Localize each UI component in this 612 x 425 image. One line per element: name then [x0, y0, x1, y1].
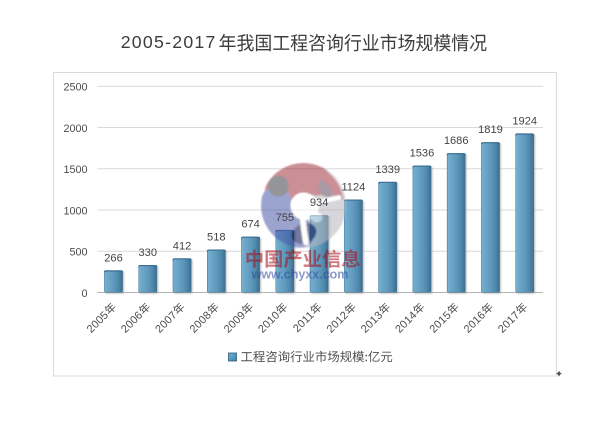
svg-text:0: 0 [81, 288, 87, 300]
svg-text:2005-2017: 2005-2017 [121, 32, 217, 52]
svg-text:934: 934 [310, 197, 329, 209]
svg-text:1124: 1124 [341, 182, 365, 194]
svg-text:1000: 1000 [63, 205, 87, 217]
svg-text:518: 518 [207, 232, 226, 244]
svg-text:1536: 1536 [410, 148, 435, 160]
svg-text:1339: 1339 [375, 164, 400, 176]
svg-text:www.chyxx.com: www.chyxx.com [251, 267, 349, 281]
svg-text:500: 500 [69, 247, 87, 259]
svg-text:1924: 1924 [512, 116, 537, 128]
svg-text:412: 412 [173, 240, 192, 252]
svg-text:1819: 1819 [478, 124, 503, 136]
svg-text:755: 755 [276, 212, 295, 224]
svg-text:674: 674 [241, 219, 260, 231]
svg-text:2500: 2500 [63, 82, 87, 94]
svg-text:330: 330 [139, 247, 158, 259]
svg-text:1500: 1500 [63, 164, 87, 176]
svg-text:1686: 1686 [444, 135, 469, 147]
svg-text:266: 266 [104, 252, 123, 264]
svg-text:2000: 2000 [63, 123, 87, 135]
